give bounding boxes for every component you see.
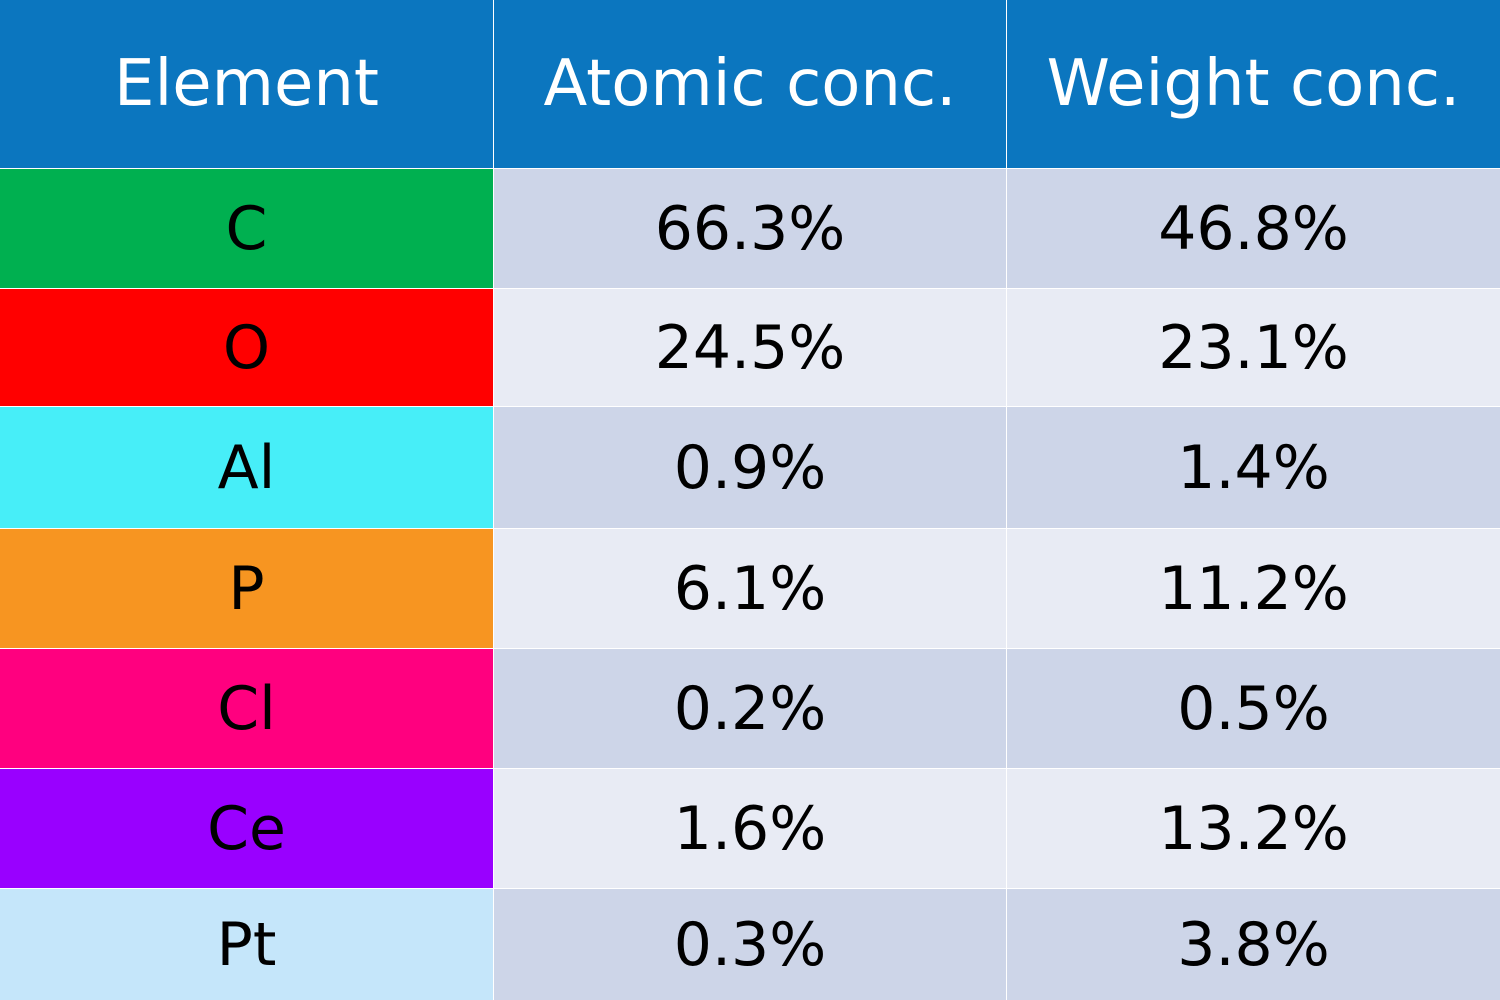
weight-conc-cell: 46.8% xyxy=(1006,169,1500,288)
atomic-conc-cell: 0.2% xyxy=(493,649,1006,768)
weight-conc-cell: 13.2% xyxy=(1006,769,1500,888)
weight-conc-cell: 3.8% xyxy=(1006,889,1500,1000)
table-row: Al 0.9% 1.4% xyxy=(0,406,1500,528)
atomic-conc-cell: 24.5% xyxy=(493,289,1006,406)
element-cell: P xyxy=(0,529,493,648)
table-row: P 6.1% 11.2% xyxy=(0,528,1500,648)
element-cell: Pt xyxy=(0,889,493,1000)
table-header-row: Element Atomic conc. Weight conc. xyxy=(0,0,1500,168)
element-cell: Al xyxy=(0,407,493,528)
atomic-conc-cell: 66.3% xyxy=(493,169,1006,288)
table-row: O 24.5% 23.1% xyxy=(0,288,1500,406)
table-row: Ce 1.6% 13.2% xyxy=(0,768,1500,888)
element-cell: Cl xyxy=(0,649,493,768)
atomic-conc-cell: 0.3% xyxy=(493,889,1006,1000)
header-weight-conc: Weight conc. xyxy=(1006,0,1500,168)
element-cell: O xyxy=(0,289,493,406)
element-cell: C xyxy=(0,169,493,288)
header-element: Element xyxy=(114,47,379,121)
weight-conc-cell: 1.4% xyxy=(1006,407,1500,528)
table-row: C 66.3% 46.8% xyxy=(0,168,1500,288)
weight-conc-cell: 11.2% xyxy=(1006,529,1500,648)
weight-conc-cell: 0.5% xyxy=(1006,649,1500,768)
atomic-conc-cell: 6.1% xyxy=(493,529,1006,648)
header-atomic-conc: Atomic conc. xyxy=(493,0,1006,168)
table-row: Pt 0.3% 3.8% xyxy=(0,888,1500,1000)
table-row: Cl 0.2% 0.5% xyxy=(0,648,1500,768)
element-cell: Ce xyxy=(0,769,493,888)
atomic-conc-cell: 1.6% xyxy=(493,769,1006,888)
atomic-conc-cell: 0.9% xyxy=(493,407,1006,528)
weight-conc-cell: 23.1% xyxy=(1006,289,1500,406)
